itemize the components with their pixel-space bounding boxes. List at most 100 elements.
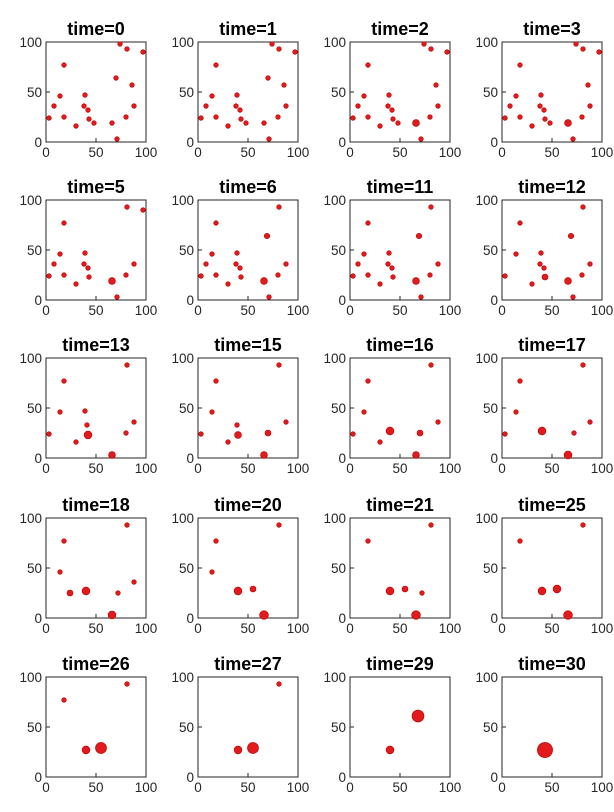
scatter-point bbox=[203, 103, 209, 109]
scatter-point bbox=[233, 261, 239, 267]
x-tick-label: 0 bbox=[194, 621, 202, 636]
scatter-point bbox=[567, 232, 575, 240]
x-tick-label: 0 bbox=[194, 145, 202, 160]
y-tick-label: 0 bbox=[490, 451, 498, 466]
panel-time-5: time=5 0 50 100 0 50 100 bbox=[19, 177, 157, 318]
scatter-point bbox=[395, 120, 401, 126]
scatter-point bbox=[283, 261, 289, 267]
y-tick-label: 100 bbox=[171, 35, 194, 50]
scatter-point bbox=[361, 251, 367, 257]
x-tick-label: 0 bbox=[346, 303, 354, 318]
x-tick-label: 100 bbox=[135, 303, 158, 318]
y-tick-label: 50 bbox=[483, 561, 498, 576]
scatter-point bbox=[433, 82, 439, 88]
scatter-point bbox=[444, 49, 450, 55]
x-tick-label: 0 bbox=[498, 780, 506, 795]
panel-title: time=0 bbox=[67, 19, 125, 39]
scatter-point bbox=[234, 431, 242, 439]
scatter-point bbox=[124, 46, 130, 52]
panel-title: time=2 bbox=[371, 19, 429, 39]
scatter-point bbox=[243, 120, 249, 126]
x-tick-label: 100 bbox=[135, 621, 158, 636]
scatter-point bbox=[580, 46, 586, 52]
scatter-point bbox=[81, 745, 91, 755]
panel-time-16: time=16 0 50 100 0 50 100 bbox=[323, 335, 461, 476]
scatter-point bbox=[542, 116, 548, 122]
scatter-point bbox=[131, 103, 137, 109]
panel-title: time=29 bbox=[366, 654, 434, 674]
scatter-point bbox=[46, 431, 52, 437]
scatter-point bbox=[61, 272, 67, 278]
scatter-point bbox=[73, 439, 79, 445]
scatter-point bbox=[238, 274, 244, 280]
scatter-point bbox=[350, 115, 356, 121]
panel-title: time=6 bbox=[219, 177, 277, 197]
scatter-point bbox=[513, 93, 519, 99]
y-tick-label: 0 bbox=[338, 770, 346, 785]
scatter-point bbox=[85, 107, 91, 113]
panel-time-12: time=12 0 50 100 0 50 100 bbox=[475, 177, 613, 318]
scatter-point bbox=[564, 277, 572, 285]
panel-title: time=1 bbox=[219, 19, 277, 39]
panel-time-0: time=0 0 50 100 0 50 100 bbox=[19, 19, 157, 160]
scatter-point bbox=[365, 62, 371, 68]
panel-title: time=11 bbox=[367, 177, 434, 197]
scatter-point bbox=[276, 362, 282, 368]
scatter-point bbox=[82, 92, 88, 98]
x-tick-label: 100 bbox=[439, 145, 462, 160]
panel-title: time=3 bbox=[523, 19, 581, 39]
y-tick-label: 0 bbox=[34, 451, 42, 466]
x-tick-label: 100 bbox=[287, 303, 310, 318]
panel-time-11: time=11 0 50 100 0 50 100 bbox=[323, 177, 461, 318]
panel-time-27: time=27 0 50 100 0 50 100 bbox=[171, 654, 309, 795]
axes-box bbox=[501, 199, 603, 301]
scatter-point bbox=[541, 273, 549, 281]
scatter-point bbox=[386, 250, 392, 256]
x-tick-label: 0 bbox=[194, 780, 202, 795]
x-tick-label: 100 bbox=[439, 780, 462, 795]
panel-time-29: time=29 0 50 100 0 50 100 bbox=[323, 654, 461, 795]
scatter-point bbox=[428, 522, 434, 528]
scatter-point bbox=[61, 114, 67, 120]
scatter-point bbox=[564, 119, 572, 127]
scatter-point bbox=[51, 103, 57, 109]
scatter-point bbox=[81, 586, 91, 596]
axes-box bbox=[197, 517, 299, 619]
y-tick-label: 0 bbox=[186, 451, 194, 466]
scatter-point bbox=[140, 207, 146, 213]
scatter-point bbox=[113, 75, 119, 81]
scatter-point bbox=[587, 261, 593, 267]
y-tick-label: 0 bbox=[186, 135, 194, 150]
y-tick-label: 100 bbox=[19, 670, 42, 685]
scatter-point bbox=[537, 586, 547, 596]
panel-time-15: time=15 0 50 100 0 50 100 bbox=[171, 335, 309, 476]
x-tick-label: 0 bbox=[498, 461, 506, 476]
scatter-point bbox=[129, 82, 135, 88]
scatter-point bbox=[571, 430, 577, 436]
axes-box bbox=[45, 517, 147, 619]
scatter-point bbox=[234, 92, 240, 98]
y-tick-label: 50 bbox=[27, 85, 42, 100]
scatter-point bbox=[415, 232, 423, 240]
scatter-point bbox=[114, 136, 120, 142]
scatter-point bbox=[385, 426, 395, 436]
scatter-point bbox=[419, 590, 425, 596]
scatter-point bbox=[283, 419, 289, 425]
scatter-point bbox=[292, 49, 298, 55]
scatter-point bbox=[213, 62, 219, 68]
y-tick-label: 0 bbox=[186, 611, 194, 626]
scatter-point bbox=[131, 579, 137, 585]
y-tick-label: 0 bbox=[34, 770, 42, 785]
scatter-point bbox=[517, 220, 523, 226]
scatter-point bbox=[276, 681, 282, 687]
axes-box bbox=[501, 517, 603, 619]
scatter-point bbox=[350, 431, 356, 437]
scatter-point bbox=[275, 114, 281, 120]
scatter-point bbox=[61, 697, 67, 703]
scatter-point bbox=[61, 378, 67, 384]
y-tick-label: 100 bbox=[171, 351, 194, 366]
scatter-point bbox=[428, 204, 434, 210]
scatter-point bbox=[587, 419, 593, 425]
scatter-point bbox=[261, 120, 267, 126]
scatter-point bbox=[260, 277, 268, 285]
